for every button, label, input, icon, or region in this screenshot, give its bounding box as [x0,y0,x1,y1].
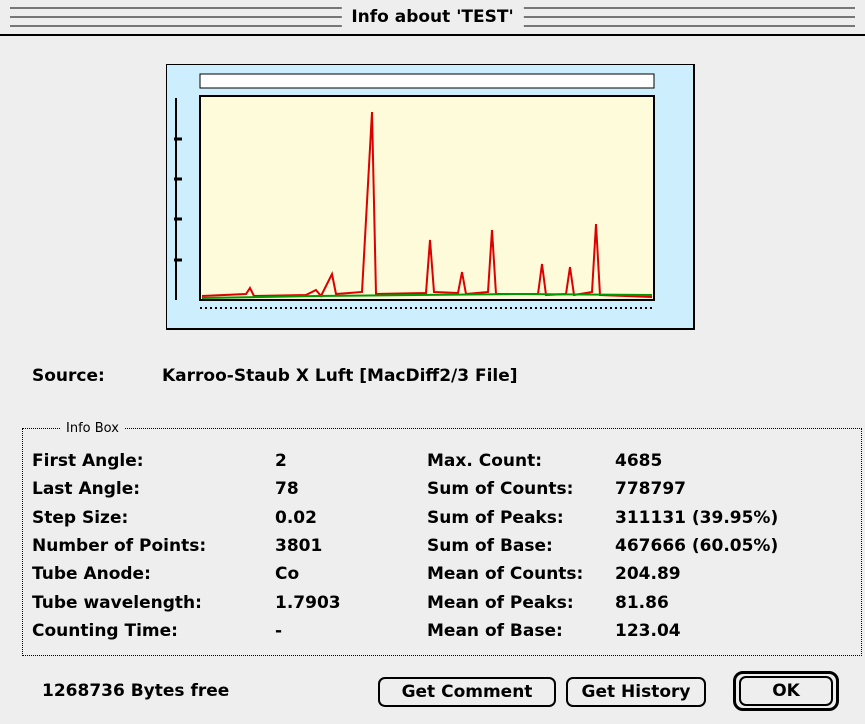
info-label: Sum of Peaks: [427,507,564,528]
info-label: First Angle: [32,451,144,471]
info-value: 1.7903 [275,592,341,613]
info-value: 4685 [615,451,663,471]
info-value: Co [275,564,300,585]
info-value: 78 [275,479,299,500]
info-label: Sum of Base: [427,535,553,556]
info-value: 467666 (60.05%) [615,535,779,556]
get-history-button[interactable]: Get History [566,677,706,707]
info-value: 311131 (39.95%) [615,507,779,528]
source-value: Karroo-Staub X Luft [MacDiff2/3 File] [162,366,518,386]
pattern-thumbnail [166,64,695,330]
info-label: Tube wavelength: [32,592,202,613]
info-label: Max. Count: [427,451,543,471]
info-value: 3801 [275,535,323,556]
info-label: Number of Points: [32,535,207,556]
info-value: 204.89 [615,564,681,585]
info-label: Mean of Base: [427,620,563,641]
info-value: 81.86 [615,592,669,613]
info-value: 0.02 [275,507,317,528]
info-label: Counting Time: [32,620,178,641]
info-box [22,428,862,656]
info-label: Last Angle: [32,479,141,500]
info-value: - [275,620,283,641]
ok-button[interactable]: OK [739,676,833,706]
info-box-title: Info Box [60,421,125,436]
info-label: Sum of Counts: [427,479,574,500]
window-title: Info about 'TEST' [341,5,524,29]
info-value: 778797 [615,479,686,500]
source-label: Source: [32,366,105,386]
default-button-ring [733,671,839,711]
info-label: Step Size: [32,507,129,528]
info-value: 123.04 [615,620,681,641]
info-label: Mean of Counts: [427,564,584,585]
get-comment-button[interactable]: Get Comment [378,677,556,707]
info-value: 2 [275,451,287,471]
info-label: Mean of Peaks: [427,592,574,613]
free-memory: 1268736 Bytes free [42,681,230,701]
info-label: Tube Anode: [32,564,151,585]
